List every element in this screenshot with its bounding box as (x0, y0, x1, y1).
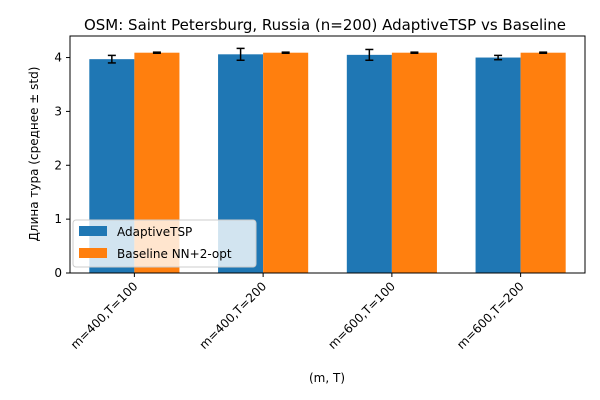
y-tick-label-3: 3 (54, 104, 62, 118)
bar-adaptivetsp-3 (475, 57, 521, 273)
y-tick-label-0: 0 (54, 266, 62, 280)
plot-area-frame (69, 35, 586, 274)
y-axis-label: Длина тура (среднее ± std) (27, 67, 41, 242)
x-tick-label-3: m=600,T=200 (454, 279, 527, 352)
legend-swatch-baseline (79, 248, 107, 258)
bar-baseline-nn-2-opt-1 (263, 52, 309, 274)
x-tick-label-2: m=600,T=100 (325, 279, 398, 352)
legend-frame (72, 219, 257, 268)
x-ticks: m=400,T=100 m=400,T=200 m=600,T=100 m=600,T… (68, 273, 527, 352)
chart-title: OSM: Saint Petersburg, Russia (n=200) Ad… (84, 16, 566, 34)
x-axis-label: (m, T) (309, 371, 345, 385)
x-tick-label-0: m=400,T=100 (68, 279, 141, 352)
bar-baseline-nn-2-opt-2 (391, 52, 437, 274)
y-ticks: 0 1 2 3 4 (54, 51, 70, 280)
legend-label-adaptivetsp: AdaptiveTSP (117, 225, 192, 239)
bar-adaptivetsp-2 (346, 54, 392, 274)
y-tick-label-1: 1 (54, 212, 62, 226)
errorbars-layer (107, 47, 548, 64)
y-tick-label-2: 2 (54, 158, 62, 172)
legend-swatch-adaptivetsp (79, 226, 107, 236)
y-tick-label-4: 4 (54, 51, 62, 65)
legend-label-baseline: Baseline NN+2-opt (117, 247, 232, 261)
bar-baseline-nn-2-opt-3 (520, 52, 566, 274)
x-tick-label-1: m=400,T=200 (197, 279, 270, 352)
legend: AdaptiveTSP Baseline NN+2-opt (72, 219, 257, 268)
